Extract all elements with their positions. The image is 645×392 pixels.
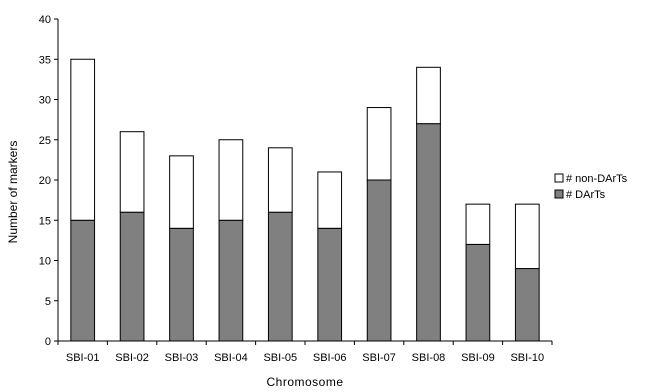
- bar-segment-darts-sbi-01: [70, 219, 96, 342]
- bar-segment-darts-sbi-05: [267, 211, 293, 342]
- y-tick-label: 20: [39, 175, 51, 187]
- bar-segment-darts-sbi-04: [218, 219, 244, 342]
- bar-segment-non-darts-sbi-08: [416, 66, 441, 125]
- bar-segment-darts-sbi-08: [416, 123, 441, 342]
- bar-segment-darts-sbi-09: [465, 243, 491, 342]
- y-tick-label: 40: [39, 14, 51, 26]
- y-tick-label: 30: [39, 95, 51, 107]
- bars: [70, 58, 540, 342]
- x-tick-label: SBI-10: [510, 352, 544, 364]
- y-tick-label: 10: [39, 256, 51, 268]
- y-axis-ticks: 0 5 10 15 20 25 30 35 40: [39, 14, 58, 348]
- x-tick-label: SBI-08: [412, 352, 446, 364]
- bar-segment-non-darts-sbi-03: [169, 155, 194, 229]
- x-tick-label: SBI-04: [214, 352, 248, 364]
- bar-segment-non-darts-sbi-04: [218, 139, 244, 221]
- y-tick-label: 5: [45, 296, 51, 308]
- bar-segment-non-darts-sbi-09: [465, 203, 491, 245]
- legend-swatch: [554, 189, 564, 199]
- bar-segment-non-darts-sbi-01: [70, 58, 96, 221]
- bar-segment-darts-sbi-03: [169, 227, 194, 342]
- bar-segment-darts-sbi-02: [119, 211, 145, 342]
- bar-segment-non-darts-sbi-07: [366, 107, 392, 181]
- bar-segment-non-darts-sbi-06: [317, 171, 343, 229]
- bar-segment-non-darts-sbi-05: [267, 147, 293, 213]
- bar-segment-darts-sbi-06: [317, 227, 343, 342]
- x-tick-label: SBI-06: [313, 352, 347, 364]
- bar-segment-non-darts-sbi-02: [119, 131, 145, 213]
- x-tick-label: SBI-05: [263, 352, 297, 364]
- y-axis-label: Number of markers: [6, 141, 20, 244]
- x-axis-label: Chromosome: [266, 375, 343, 389]
- legend-label: # non-DArTs: [566, 173, 628, 185]
- legend-swatch: [554, 173, 564, 183]
- x-axis-ticks: SBI-01 SBI-02 SBI-03 SBI-04 SBI-05 SBI-06 SBI-…: [57, 341, 553, 364]
- legend-label: # DArTs: [566, 189, 606, 201]
- x-tick-label: SBI-09: [461, 352, 495, 364]
- x-tick-label: SBI-01: [66, 352, 100, 364]
- bar-segment-non-darts-sbi-10: [514, 203, 540, 270]
- y-tick-label: 15: [39, 215, 51, 227]
- bar-segment-darts-sbi-07: [366, 179, 392, 342]
- legend: # non-DArTs # DArTs: [554, 173, 628, 201]
- x-tick-label: SBI-03: [165, 352, 199, 364]
- x-tick-label: SBI-02: [115, 352, 149, 364]
- y-tick-label: 0: [45, 336, 51, 348]
- bar-segment-darts-sbi-10: [514, 268, 540, 342]
- x-tick-label: SBI-07: [362, 352, 396, 364]
- y-tick-label: 35: [39, 54, 51, 66]
- y-tick-label: 25: [39, 135, 51, 147]
